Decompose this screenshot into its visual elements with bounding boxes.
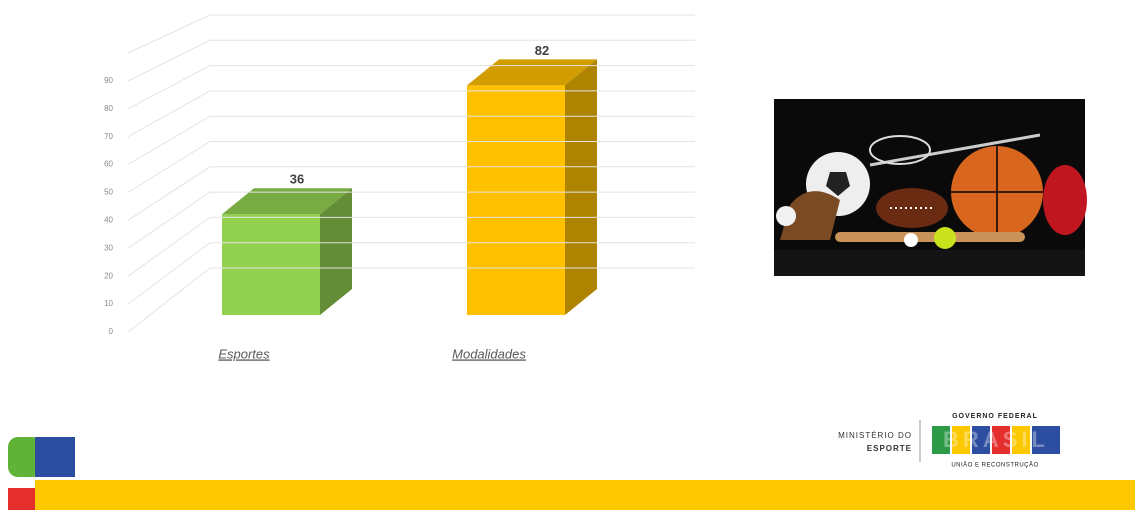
grid-line bbox=[127, 90, 695, 138]
y-tick-label: 40 bbox=[104, 216, 113, 225]
bar-top bbox=[222, 188, 352, 215]
logo-blue bbox=[35, 437, 75, 477]
bar bbox=[467, 85, 565, 316]
bar bbox=[222, 214, 320, 315]
y-tick-label: 50 bbox=[104, 188, 113, 197]
bar-side bbox=[320, 188, 352, 315]
value-label: 36 bbox=[290, 172, 304, 187]
bar-side bbox=[565, 59, 597, 316]
logo-red bbox=[8, 488, 35, 510]
grid-line bbox=[127, 65, 695, 110]
y-tick-label: 70 bbox=[104, 132, 113, 141]
grid-line bbox=[127, 242, 695, 305]
grid-line bbox=[127, 39, 695, 82]
y-tick-label: 10 bbox=[104, 299, 113, 308]
motto: UNIÃO E RECONSTRUÇÃO bbox=[951, 462, 1038, 469]
x-tick-label: Modalidades bbox=[452, 346, 526, 361]
y-tick-label: 20 bbox=[104, 271, 113, 280]
grid-line bbox=[127, 191, 695, 249]
brand-blocks bbox=[932, 426, 1060, 454]
grid-line bbox=[127, 141, 695, 193]
ministry: MINISTÉRIO DO bbox=[838, 431, 912, 440]
grid-line bbox=[127, 14, 695, 54]
grid-line bbox=[127, 216, 695, 277]
grid-line bbox=[127, 166, 695, 221]
y-tick-label: 80 bbox=[104, 104, 113, 113]
y-tick-label: 30 bbox=[104, 243, 113, 252]
y-tick-label: 90 bbox=[104, 76, 113, 85]
grid-line bbox=[127, 115, 695, 166]
logo-green bbox=[8, 437, 42, 477]
grid-line bbox=[127, 267, 695, 333]
sports-photo bbox=[774, 99, 1087, 276]
footer-band bbox=[35, 480, 1135, 510]
gov: GOVERNO FEDERAL bbox=[952, 413, 1038, 420]
y-tick-label: 0 bbox=[109, 327, 114, 336]
y-tick-label: 60 bbox=[104, 160, 113, 169]
x-tick-label: Esportes bbox=[218, 346, 270, 361]
value-label: 82 bbox=[535, 43, 549, 58]
brand: BRASIL bbox=[943, 427, 1049, 452]
ministry: ESPORTE bbox=[867, 444, 912, 453]
